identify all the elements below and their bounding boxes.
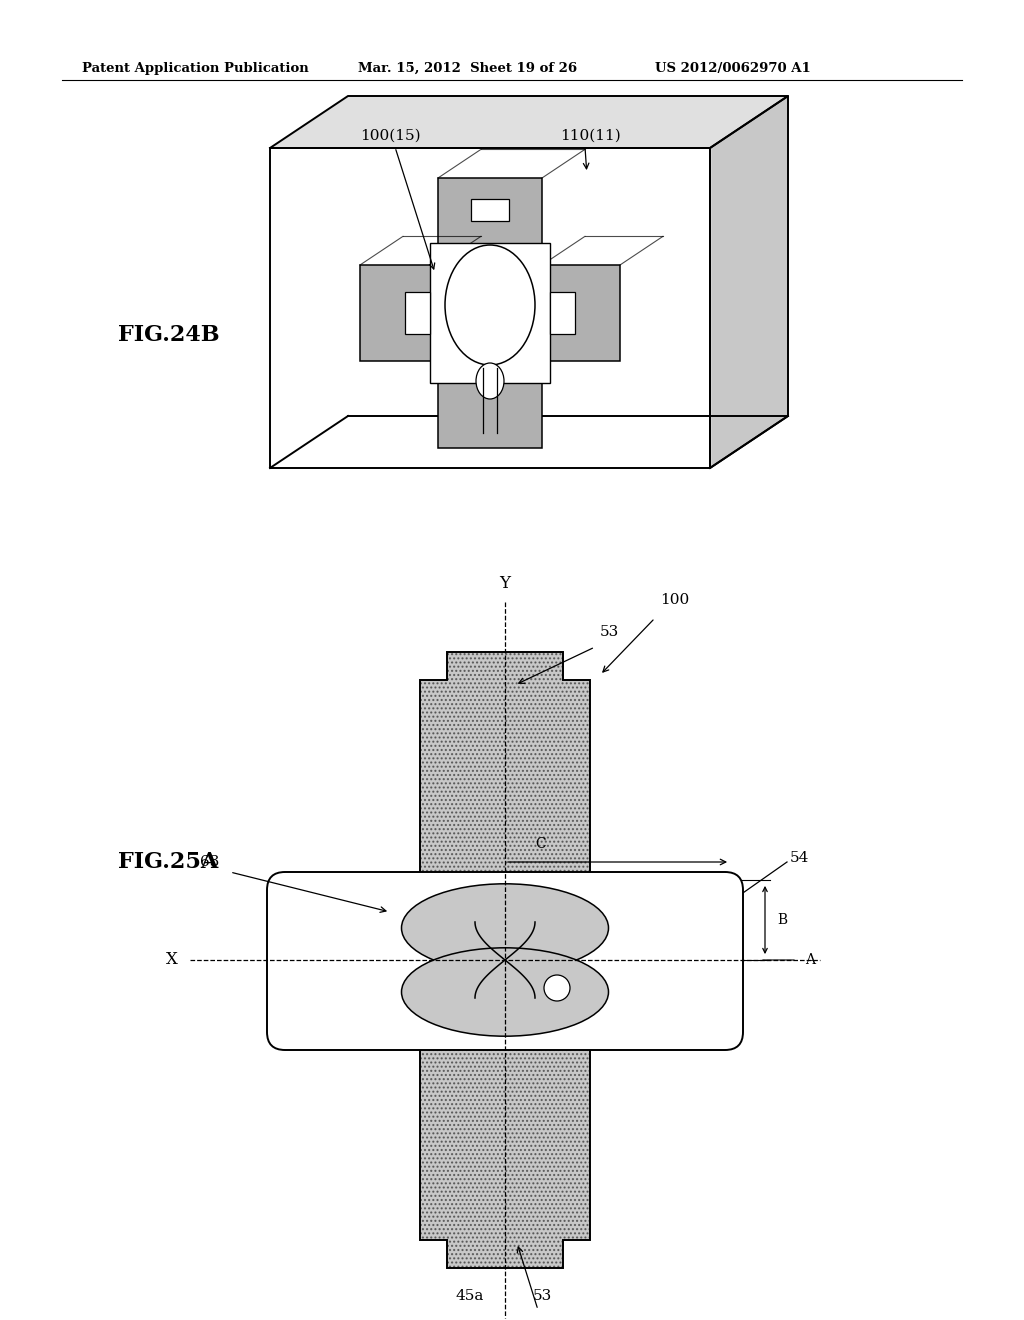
Bar	[471, 199, 509, 220]
Text: 54: 54	[790, 851, 809, 865]
Text: 100: 100	[660, 593, 689, 607]
Text: X: X	[166, 952, 178, 969]
Bar	[430, 243, 550, 383]
FancyBboxPatch shape	[267, 873, 743, 1049]
Text: Y: Y	[500, 576, 511, 593]
Ellipse shape	[476, 363, 504, 399]
Text: 53: 53	[600, 624, 620, 639]
Text: A: A	[805, 953, 815, 968]
Circle shape	[544, 975, 570, 1001]
Text: 45a: 45a	[456, 1290, 484, 1303]
Text: 53: 53	[534, 1290, 552, 1303]
Text: Mar. 15, 2012  Sheet 19 of 26: Mar. 15, 2012 Sheet 19 of 26	[358, 62, 578, 75]
Text: 110(11): 110(11)	[560, 129, 621, 143]
Bar	[406, 292, 430, 334]
Text: B: B	[777, 913, 787, 927]
Text: FIG.25A: FIG.25A	[118, 851, 218, 873]
Bar	[550, 292, 575, 334]
Polygon shape	[275, 652, 735, 1269]
Polygon shape	[360, 178, 620, 447]
Text: US 2012/0062970 A1: US 2012/0062970 A1	[655, 62, 811, 75]
Ellipse shape	[445, 246, 535, 366]
Ellipse shape	[401, 884, 608, 973]
Polygon shape	[270, 96, 788, 148]
Polygon shape	[270, 148, 710, 469]
Text: 63: 63	[200, 855, 219, 869]
Text: C: C	[535, 837, 546, 851]
Text: 40b: 40b	[579, 989, 605, 1003]
Ellipse shape	[401, 948, 608, 1036]
Polygon shape	[710, 96, 788, 469]
Text: 55a: 55a	[587, 1011, 613, 1026]
Text: FIG.24B: FIG.24B	[118, 323, 219, 346]
Text: Patent Application Publication: Patent Application Publication	[82, 62, 309, 75]
Text: 100(15): 100(15)	[359, 129, 420, 143]
